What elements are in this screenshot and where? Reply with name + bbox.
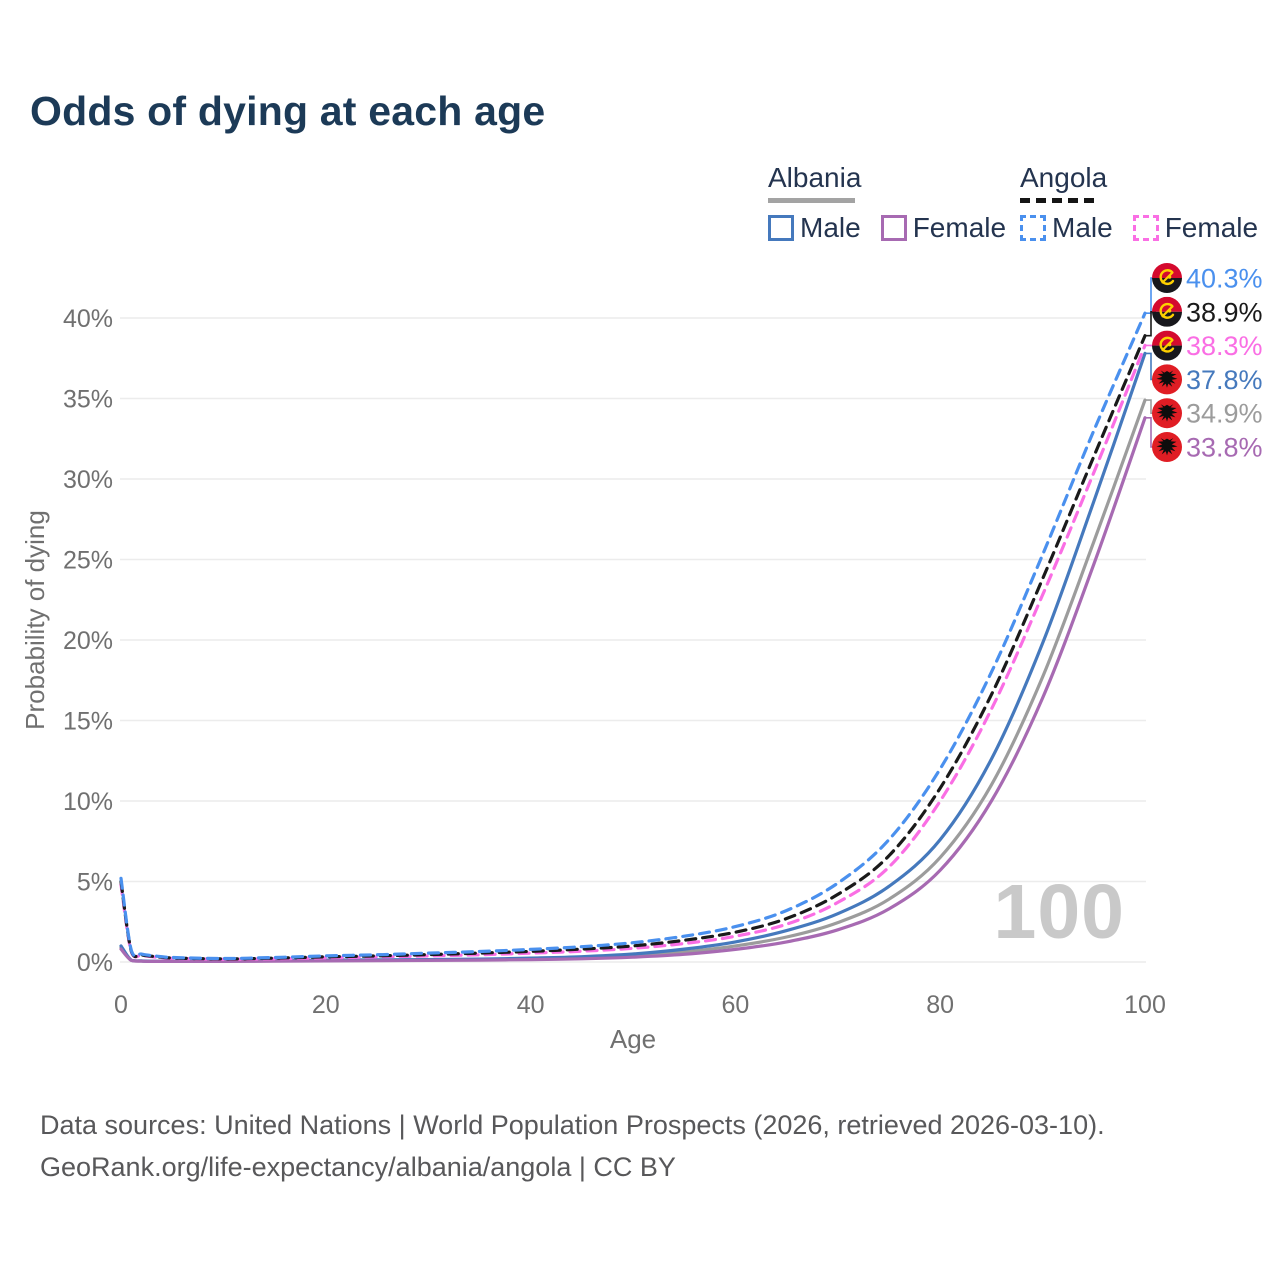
- angola-female-swatch: [1132, 215, 1159, 241]
- end-value-label: 33.8%: [1186, 433, 1263, 463]
- legend-angola-male-label: Male: [1052, 212, 1113, 243]
- albania-flag-icon: [1152, 364, 1182, 395]
- legend-albania-male-label: Male: [800, 212, 861, 243]
- angola-flag-icon: [1152, 296, 1182, 327]
- angola-combined-line-swatch: [1020, 198, 1100, 203]
- end-value-label: 34.9%: [1186, 399, 1263, 429]
- x-axis-title: Age: [610, 1024, 656, 1054]
- angola-male-swatch: [1020, 215, 1046, 241]
- series-line-albania-male: [119, 351, 1147, 963]
- x-tick-label: 0: [114, 991, 128, 1019]
- series-line-angola-male: [119, 311, 1147, 961]
- legend-albania-female-label: Female: [912, 212, 1007, 243]
- legend-albania-title: Albania: [768, 162, 862, 193]
- y-tick-label: 15%: [63, 708, 113, 736]
- legend-angola-female-label: Female: [1164, 212, 1259, 243]
- y-tick-label: 30%: [63, 466, 113, 494]
- series-line-angola-both-sexes: [119, 334, 1147, 961]
- chart-footer: Data sources: United Nations | World Pop…: [40, 1104, 1105, 1188]
- x-tick-label: 40: [517, 991, 545, 1019]
- y-tick-label: 10%: [63, 788, 113, 816]
- page-title: Odds of dying at each age: [30, 88, 546, 134]
- albania-flag-icon: [1152, 432, 1182, 462]
- series-line-albania-both-sexes: [119, 398, 1147, 964]
- x-tick-label: 100: [1124, 991, 1166, 1019]
- attribution-line: GeoRank.org/life-expectancy/albania/ango…: [40, 1152, 676, 1182]
- end-value-label: 40.3%: [1186, 264, 1263, 294]
- y-tick-label: 5%: [77, 869, 113, 897]
- age-counter-watermark: 100: [993, 869, 1125, 955]
- y-tick-label: 20%: [63, 627, 113, 655]
- albania-male-swatch: [768, 215, 794, 241]
- y-tick-label: 0%: [77, 949, 113, 977]
- legend-group-albania: Albania Male Female: [768, 162, 1026, 244]
- mortality-line-chart: 0% 5% 10% 15% 20% 25% 30% 35% 40% 0 20 40 60 80 100 Age…: [20, 263, 1263, 1054]
- y-tick-label: 35%: [63, 386, 113, 414]
- y-tick-label: 40%: [63, 305, 113, 333]
- series-line-angola-female: [119, 343, 1147, 961]
- legend-angola-title: Angola: [1020, 162, 1108, 193]
- albania-combined-line-swatch: [768, 198, 855, 203]
- y-axis-title: Probability of dying: [20, 510, 50, 730]
- albania-flag-icon: [1152, 398, 1182, 429]
- series-line-albania-female: [119, 416, 1147, 964]
- y-tick-label: 25%: [63, 547, 113, 575]
- x-tick-label: 20: [312, 991, 340, 1019]
- end-value-label: 38.3%: [1186, 331, 1263, 361]
- end-value-label: 38.9%: [1186, 297, 1263, 327]
- x-tick-label: 80: [926, 991, 954, 1019]
- data-sources-line: Data sources: United Nations | World Pop…: [40, 1110, 1105, 1140]
- albania-female-swatch: [880, 215, 907, 241]
- angola-flag-icon: [1152, 330, 1182, 361]
- legend-group-angola: Angola Male Female: [1020, 162, 1278, 244]
- angola-flag-icon: [1152, 263, 1182, 293]
- x-tick-label: 60: [721, 991, 749, 1019]
- end-value-label: 37.8%: [1186, 365, 1263, 395]
